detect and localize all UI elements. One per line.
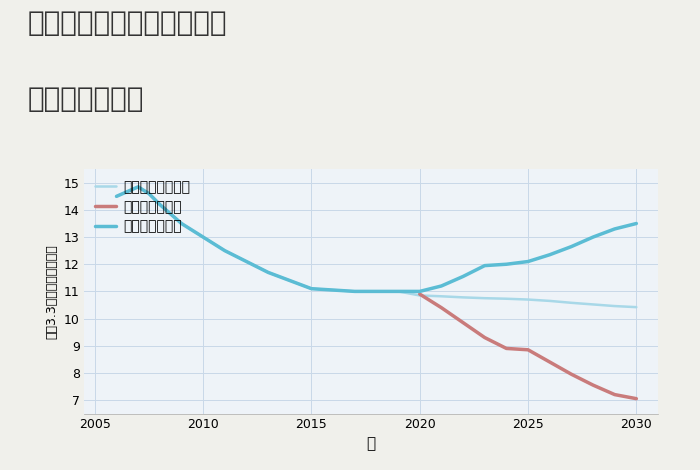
グッドシナリオ: [351, 289, 359, 294]
グッドシナリオ: [220, 248, 229, 253]
グッドシナリオ: [632, 221, 640, 227]
ノーマルシナリオ: [416, 293, 424, 298]
グッドシナリオ: [610, 226, 619, 232]
グッドシナリオ: [286, 278, 294, 283]
バッドシナリオ: [416, 291, 424, 297]
ノーマルシナリオ: [145, 191, 153, 196]
Legend: ノーマルシナリオ, バッドシナリオ, グッドシナリオ: ノーマルシナリオ, バッドシナリオ, グッドシナリオ: [91, 176, 194, 238]
Line: グッドシナリオ: グッドシナリオ: [116, 187, 636, 291]
ノーマルシナリオ: [286, 278, 294, 283]
ノーマルシナリオ: [610, 303, 619, 309]
グッドシナリオ: [438, 283, 446, 289]
ノーマルシナリオ: [372, 289, 381, 294]
ノーマルシナリオ: [307, 286, 316, 291]
ノーマルシナリオ: [502, 296, 510, 302]
ノーマルシナリオ: [632, 305, 640, 310]
ノーマルシナリオ: [242, 258, 251, 264]
バッドシナリオ: [480, 335, 489, 340]
Line: バッドシナリオ: バッドシナリオ: [420, 294, 636, 399]
Text: 土地の価格推移: 土地の価格推移: [28, 85, 144, 113]
グッドシナリオ: [242, 258, 251, 264]
ノーマルシナリオ: [589, 302, 597, 307]
X-axis label: 年: 年: [366, 436, 376, 451]
バッドシナリオ: [545, 359, 554, 365]
ノーマルシナリオ: [459, 295, 468, 300]
Text: 三重県津市美杉町上多気の: 三重県津市美杉町上多気の: [28, 9, 228, 38]
バッドシナリオ: [524, 347, 532, 352]
グッドシナリオ: [524, 258, 532, 264]
バッドシナリオ: [567, 371, 575, 377]
ノーマルシナリオ: [351, 289, 359, 294]
Y-axis label: 坪（3.3㎡）単価（万円）: 坪（3.3㎡）単価（万円）: [46, 244, 58, 339]
バッドシナリオ: [438, 305, 446, 311]
グッドシナリオ: [264, 270, 272, 275]
グッドシナリオ: [502, 261, 510, 267]
グッドシナリオ: [177, 221, 186, 227]
バッドシナリオ: [459, 320, 468, 325]
ノーマルシナリオ: [394, 289, 402, 294]
バッドシナリオ: [502, 345, 510, 351]
ノーマルシナリオ: [199, 234, 207, 240]
ノーマルシナリオ: [480, 295, 489, 301]
グッドシナリオ: [329, 287, 337, 293]
ノーマルシナリオ: [220, 248, 229, 253]
グッドシナリオ: [416, 289, 424, 294]
バッドシナリオ: [610, 392, 619, 398]
グッドシナリオ: [567, 244, 575, 250]
ノーマルシナリオ: [545, 298, 554, 304]
グッドシナリオ: [545, 252, 554, 258]
グッドシナリオ: [145, 191, 153, 196]
グッドシナリオ: [155, 202, 164, 207]
ノーマルシナリオ: [112, 194, 120, 199]
グッドシナリオ: [589, 234, 597, 240]
ノーマルシナリオ: [524, 297, 532, 302]
グッドシナリオ: [307, 286, 316, 291]
グッドシナリオ: [372, 289, 381, 294]
グッドシナリオ: [480, 263, 489, 268]
ノーマルシナリオ: [134, 184, 142, 190]
ノーマルシナリオ: [155, 202, 164, 207]
バッドシナリオ: [589, 382, 597, 388]
バッドシナリオ: [632, 396, 640, 401]
Line: ノーマルシナリオ: ノーマルシナリオ: [116, 187, 636, 307]
ノーマルシナリオ: [177, 221, 186, 227]
ノーマルシナリオ: [438, 293, 446, 299]
ノーマルシナリオ: [567, 300, 575, 306]
グッドシナリオ: [459, 274, 468, 279]
ノーマルシナリオ: [264, 270, 272, 275]
グッドシナリオ: [394, 289, 402, 294]
グッドシナリオ: [134, 184, 142, 190]
グッドシナリオ: [199, 234, 207, 240]
ノーマルシナリオ: [329, 287, 337, 293]
グッドシナリオ: [112, 194, 120, 199]
